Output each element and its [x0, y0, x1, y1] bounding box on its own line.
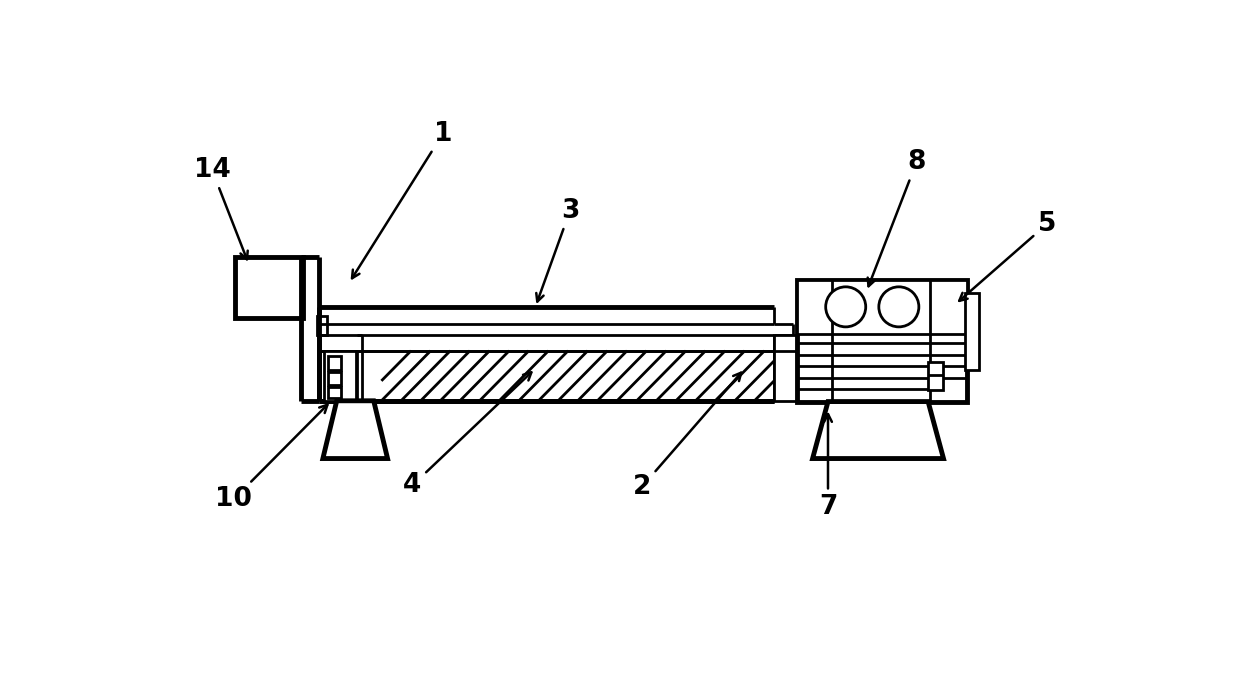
Bar — [324, 351, 356, 401]
Bar — [329, 356, 341, 370]
Text: 2: 2 — [632, 372, 742, 500]
Text: 10: 10 — [215, 405, 327, 512]
Bar — [797, 280, 967, 334]
Bar — [236, 257, 303, 318]
Text: 14: 14 — [193, 157, 248, 259]
Text: 4: 4 — [403, 372, 532, 498]
Text: 7: 7 — [818, 414, 837, 520]
Polygon shape — [322, 401, 388, 458]
Text: 1: 1 — [352, 121, 453, 278]
Text: 8: 8 — [868, 149, 926, 286]
Bar — [928, 362, 944, 390]
Bar — [329, 372, 341, 385]
Polygon shape — [812, 401, 944, 458]
Bar — [774, 335, 797, 401]
Circle shape — [879, 287, 919, 327]
Bar — [965, 293, 978, 370]
Bar — [329, 387, 341, 397]
Bar — [317, 316, 326, 335]
Circle shape — [826, 287, 866, 327]
Bar — [797, 280, 967, 401]
Text: 3: 3 — [536, 198, 579, 302]
Text: 5: 5 — [960, 211, 1056, 301]
